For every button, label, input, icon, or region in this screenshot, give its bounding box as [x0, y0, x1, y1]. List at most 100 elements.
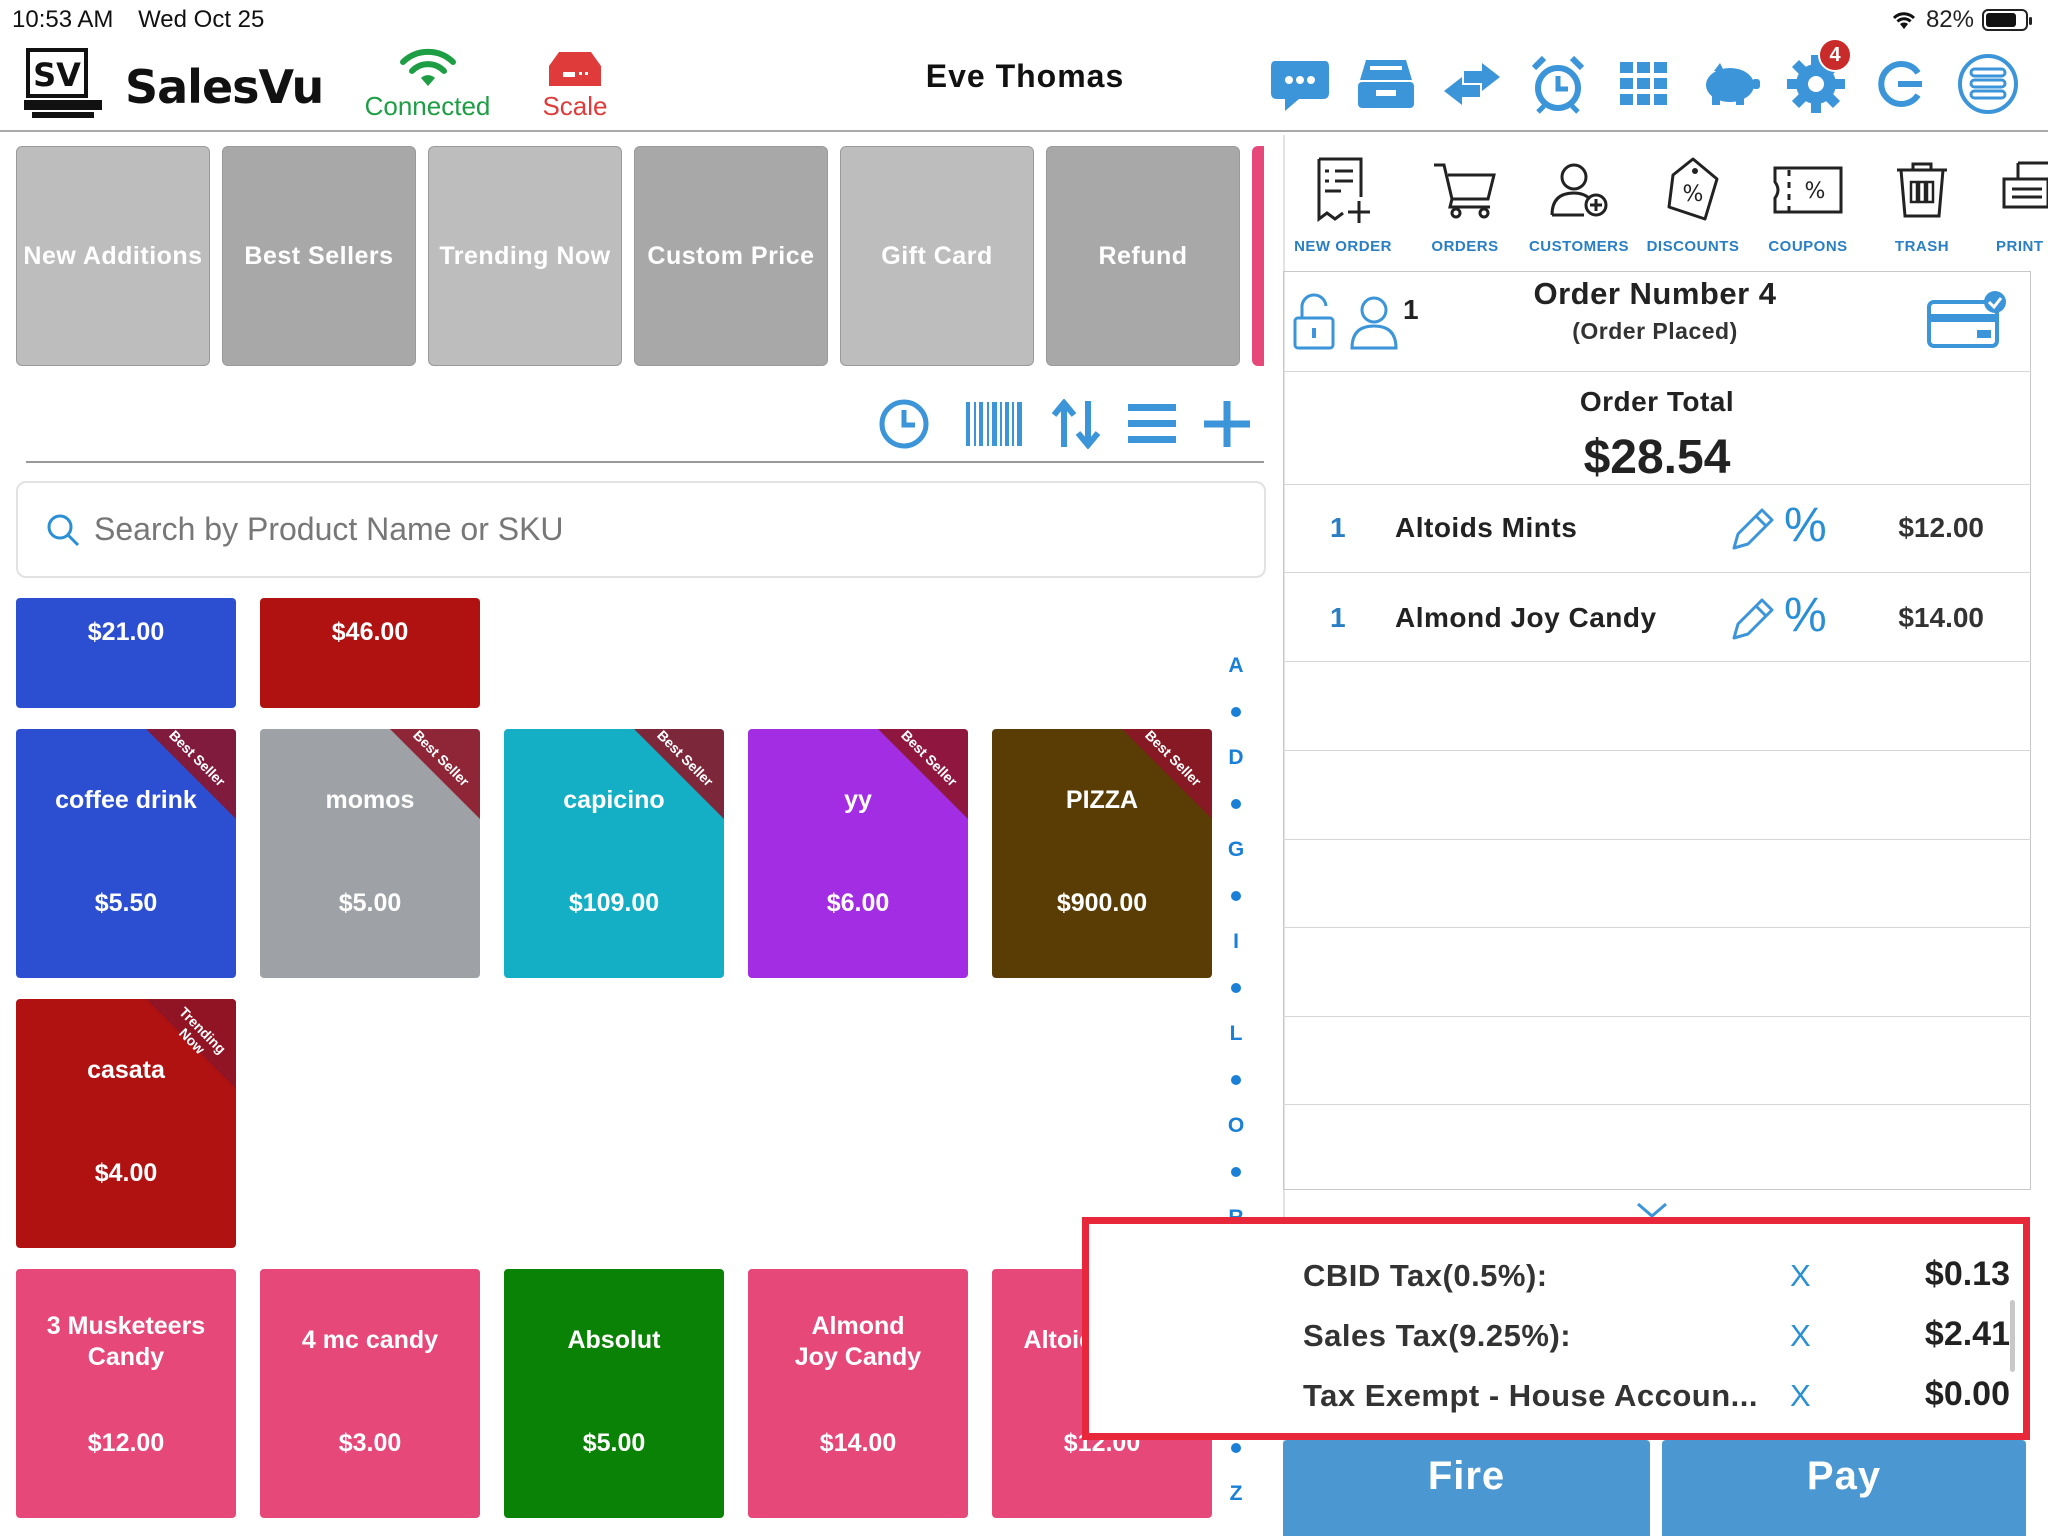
tax-scrollbar[interactable]: [2010, 1300, 2015, 1372]
tax-label: CBID Tax(0.5%):: [1303, 1258, 1548, 1293]
barcode-icon[interactable]: [964, 398, 1024, 450]
edit-pencil-icon[interactable]: [1728, 506, 1776, 554]
index-letter[interactable]: G: [1227, 838, 1245, 861]
product-tile[interactable]: Trending Now casata $4.00: [16, 999, 236, 1248]
unlock-icon[interactable]: [1292, 292, 1336, 352]
line-item-qty[interactable]: 1: [1330, 512, 1346, 543]
category-new-additions[interactable]: New Additions: [16, 146, 210, 366]
order-status: (Order Placed): [1572, 318, 1738, 344]
refresh-icon[interactable]: [1870, 52, 1934, 116]
remove-tax-button[interactable]: X: [1790, 1378, 1811, 1413]
add-product-icon[interactable]: [1197, 398, 1257, 450]
list-view-icon[interactable]: [1122, 398, 1182, 450]
index-letter[interactable]: D: [1228, 746, 1244, 769]
current-user-name[interactable]: Eve Thomas: [925, 58, 1125, 94]
history-clock-icon[interactable]: [874, 398, 934, 450]
product-price: $3.00: [338, 1429, 402, 1457]
line-item-qty[interactable]: 1: [1330, 602, 1346, 633]
product-tile[interactable]: Almond Joy Candy $14.00: [748, 1269, 968, 1518]
alarm-clock-icon[interactable]: [1526, 52, 1590, 116]
product-tile[interactable]: Best Seller coffee drink $5.50: [16, 729, 236, 978]
index-dot[interactable]: [1231, 1443, 1241, 1453]
category-gift-card[interactable]: Gift Card: [840, 146, 1034, 366]
index-letter[interactable]: I: [1233, 930, 1239, 953]
index-dot[interactable]: [1231, 707, 1241, 717]
index-dot[interactable]: [1231, 983, 1241, 993]
index-letter[interactable]: Z: [1229, 1482, 1243, 1505]
piggy-bank-icon[interactable]: [1698, 52, 1762, 116]
product-name: momos: [325, 786, 415, 814]
category-best-sellers[interactable]: Best Sellers: [222, 146, 416, 366]
discount-percent-icon[interactable]: %: [1784, 589, 1827, 642]
shopping-cart-icon: [1434, 163, 1496, 219]
tax-summary-highlight: [1082, 1217, 2030, 1440]
orders-button[interactable]: ORDERS: [1400, 150, 1530, 255]
product-tile[interactable]: 4 mc candy $3.00: [260, 1269, 480, 1518]
menu-list-icon[interactable]: [1956, 52, 2020, 116]
line-item-price: $14.00: [1898, 602, 1984, 633]
cash-drawer-icon[interactable]: [1354, 52, 1418, 116]
index-dot[interactable]: [1231, 891, 1241, 901]
line-item-divider: [1283, 927, 2031, 928]
remove-tax-button[interactable]: X: [1790, 1258, 1811, 1293]
settings-gear-icon[interactable]: 4: [1784, 38, 1852, 116]
line-item-name[interactable]: Almond Joy Candy: [1395, 602, 1657, 633]
product-tile[interactable]: Best Seller capicino $109.00: [504, 729, 724, 978]
grid-icon[interactable]: [1612, 52, 1676, 116]
discount-percent-icon[interactable]: %: [1784, 499, 1827, 552]
category-custom-price[interactable]: Custom Price: [634, 146, 828, 366]
product-price: $5.00: [582, 1429, 646, 1457]
trash-button[interactable]: TRASH: [1857, 150, 1987, 255]
category-trending-now[interactable]: Trending Now: [428, 146, 622, 366]
tax-label: Sales Tax(9.25%):: [1303, 1318, 1572, 1353]
remove-tax-button[interactable]: X: [1790, 1318, 1811, 1353]
product-price: $21.00: [87, 618, 165, 646]
line-item-name[interactable]: Altoids Mints: [1395, 512, 1578, 543]
product-tile[interactable]: Best Seller yy $6.00: [748, 729, 968, 978]
product-tile[interactable]: Best Seller PIZZA $900.00: [992, 729, 1212, 978]
product-tile[interactable]: $46.00: [260, 598, 480, 708]
customers-button[interactable]: CUSTOMERS: [1514, 150, 1644, 255]
panel-divider: [1283, 135, 1285, 1536]
index-dot[interactable]: [1231, 1075, 1241, 1085]
index-letter[interactable]: O: [1227, 1114, 1245, 1137]
category-next-peek[interactable]: [1252, 146, 1264, 366]
svg-text:SV: SV: [33, 56, 81, 94]
discounts-button[interactable]: % DISCOUNTS: [1628, 150, 1758, 255]
category-refund[interactable]: Refund: [1046, 146, 1240, 366]
discounts-label: DISCOUNTS: [1646, 238, 1740, 255]
guest-icon[interactable]: [1350, 294, 1398, 350]
settings-notification-badge: 4: [1818, 38, 1852, 72]
connection-status[interactable]: Connected: [360, 48, 495, 122]
status-time: 10:53 AM: [12, 6, 114, 33]
collapse-chevron-icon[interactable]: [1636, 1202, 1668, 1218]
coupons-button[interactable]: % COUPONS: [1743, 150, 1873, 255]
coupons-label: COUPONS: [1768, 238, 1848, 255]
search-bar[interactable]: [16, 481, 1266, 578]
product-tile[interactable]: Absolut $5.00: [504, 1269, 724, 1518]
fire-button[interactable]: Fire: [1283, 1440, 1650, 1536]
scale-status[interactable]: Scale: [530, 48, 620, 122]
index-dot[interactable]: [1231, 799, 1241, 809]
best-seller-ribbon: Best Seller: [878, 729, 968, 819]
product-tile[interactable]: $21.00: [16, 598, 236, 708]
edit-pencil-icon[interactable]: [1728, 596, 1776, 644]
svg-text:%: %: [1683, 182, 1704, 207]
product-tile[interactable]: Best Seller momos $5.00: [260, 729, 480, 978]
product-tile[interactable]: 3 Musketeers Candy $12.00: [16, 1269, 236, 1518]
index-dot[interactable]: [1231, 1167, 1241, 1177]
transfer-icon[interactable]: [1440, 52, 1504, 116]
pay-button[interactable]: Pay: [1662, 1440, 2026, 1536]
new-order-button[interactable]: NEW ORDER: [1278, 150, 1408, 255]
search-input[interactable]: [94, 511, 1194, 548]
print-button[interactable]: PRINT: [1966, 150, 2048, 255]
sort-icon[interactable]: [1046, 398, 1106, 450]
index-letter[interactable]: A: [1228, 654, 1244, 677]
svg-text:%: %: [1805, 179, 1826, 204]
card-payment-icon[interactable]: [1925, 290, 2007, 352]
chat-icon[interactable]: [1268, 52, 1332, 116]
guest-count: 1: [1403, 294, 1419, 325]
index-letter[interactable]: L: [1229, 1022, 1243, 1045]
discount-tag-icon: %: [1667, 157, 1719, 221]
new-order-label: NEW ORDER: [1294, 238, 1392, 255]
